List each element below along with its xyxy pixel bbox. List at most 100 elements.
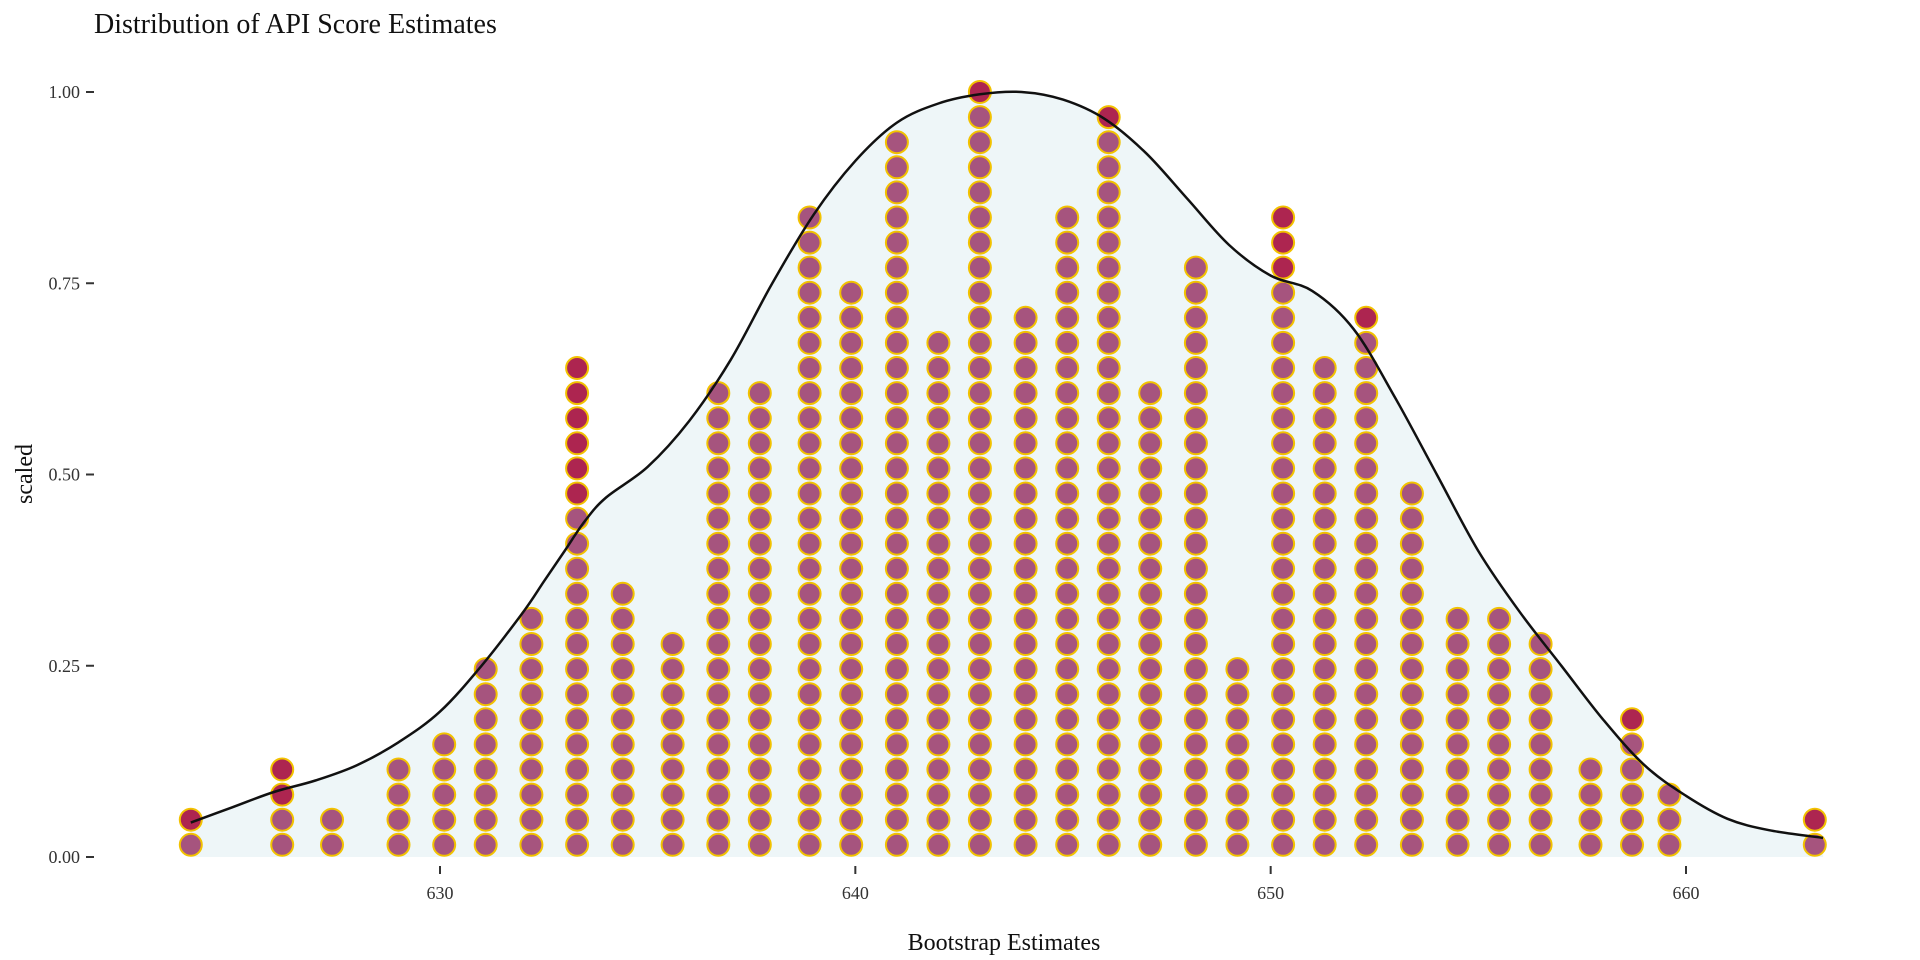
data-dot bbox=[1183, 431, 1208, 456]
data-dot bbox=[1620, 807, 1644, 832]
data-dot bbox=[967, 581, 992, 606]
data-dot bbox=[1055, 456, 1080, 481]
data-dot bbox=[1183, 506, 1208, 531]
dot-stack bbox=[1445, 606, 1470, 857]
data-dot bbox=[1096, 782, 1121, 807]
data-dot bbox=[660, 632, 685, 656]
data-dot bbox=[473, 707, 498, 732]
data-dot bbox=[884, 581, 909, 606]
data-dot bbox=[1445, 782, 1470, 807]
data-dot bbox=[1271, 381, 1296, 406]
data-dot bbox=[473, 832, 498, 857]
data-dot bbox=[747, 632, 772, 656]
dot-stack bbox=[1657, 782, 1682, 857]
data-dot bbox=[1445, 757, 1470, 782]
data-dot bbox=[1138, 431, 1163, 456]
data-dot bbox=[1312, 782, 1337, 807]
data-dot bbox=[432, 757, 457, 782]
dot-stack bbox=[1578, 757, 1603, 857]
data-dot bbox=[1354, 431, 1379, 456]
data-dot bbox=[565, 581, 590, 606]
data-dot bbox=[1225, 682, 1250, 707]
data-dot bbox=[1183, 255, 1208, 280]
data-dot bbox=[565, 632, 590, 656]
data-dot bbox=[610, 757, 635, 782]
data-dot bbox=[1271, 782, 1296, 807]
data-dot bbox=[926, 356, 951, 380]
dot-stack bbox=[519, 606, 544, 857]
data-dot bbox=[797, 230, 822, 255]
data-dot bbox=[967, 632, 992, 656]
data-dot bbox=[1354, 606, 1379, 631]
data-dot bbox=[1055, 682, 1080, 707]
data-dot bbox=[1802, 807, 1827, 832]
data-dot bbox=[1138, 531, 1163, 556]
data-dot bbox=[706, 807, 731, 832]
data-dot bbox=[1802, 832, 1827, 857]
data-dot bbox=[1528, 782, 1553, 807]
data-dot bbox=[565, 456, 590, 481]
data-dot bbox=[1399, 506, 1424, 531]
data-dot bbox=[884, 230, 909, 255]
data-dot bbox=[884, 807, 909, 832]
data-dot bbox=[565, 556, 590, 581]
data-dot bbox=[967, 682, 992, 707]
data-dot bbox=[839, 757, 864, 782]
data-dot bbox=[1138, 757, 1163, 782]
data-dot bbox=[797, 481, 822, 506]
data-dot bbox=[1271, 305, 1296, 330]
data-dot bbox=[967, 481, 992, 506]
data-dot bbox=[660, 757, 685, 782]
data-dot bbox=[565, 807, 590, 832]
data-dot bbox=[270, 807, 295, 832]
data-dot bbox=[1620, 732, 1644, 757]
data-dot bbox=[519, 606, 544, 631]
data-dot bbox=[519, 657, 544, 682]
data-dot bbox=[1312, 481, 1337, 506]
data-dot bbox=[967, 456, 992, 481]
data-dot bbox=[1271, 330, 1296, 355]
data-dot bbox=[1271, 657, 1296, 682]
data-dot bbox=[706, 606, 731, 631]
data-dot bbox=[706, 531, 731, 556]
data-dot bbox=[1138, 581, 1163, 606]
data-dot bbox=[797, 280, 822, 305]
data-dot bbox=[1183, 707, 1208, 732]
data-dot bbox=[1354, 682, 1379, 707]
data-dot bbox=[967, 280, 992, 305]
data-dot bbox=[1096, 581, 1121, 606]
data-dot bbox=[1183, 531, 1208, 556]
data-dot bbox=[565, 356, 590, 380]
data-dot bbox=[1013, 531, 1038, 556]
data-dot bbox=[1013, 481, 1038, 506]
data-dot bbox=[747, 682, 772, 707]
data-dot bbox=[610, 782, 635, 807]
data-dot bbox=[1271, 431, 1296, 456]
data-dot bbox=[565, 657, 590, 682]
data-dot bbox=[1354, 657, 1379, 682]
x-axis-title: Bootstrap Estimates bbox=[908, 930, 1101, 956]
data-dot bbox=[1271, 556, 1296, 581]
data-dot bbox=[839, 657, 864, 682]
data-dot bbox=[610, 657, 635, 682]
data-dot bbox=[747, 581, 772, 606]
data-dot bbox=[1312, 431, 1337, 456]
data-dot bbox=[473, 757, 498, 782]
data-dot bbox=[1620, 707, 1644, 732]
data-dot bbox=[839, 456, 864, 481]
dot-stack bbox=[1183, 255, 1208, 857]
data-dot bbox=[1055, 255, 1080, 280]
data-dot bbox=[706, 832, 731, 857]
data-dot bbox=[1312, 556, 1337, 581]
data-dot bbox=[797, 406, 822, 431]
data-dot bbox=[1096, 180, 1121, 205]
data-dot bbox=[1399, 707, 1424, 732]
data-dot bbox=[967, 155, 992, 180]
data-dot bbox=[839, 381, 864, 406]
data-dot bbox=[884, 657, 909, 682]
data-dot bbox=[884, 481, 909, 506]
data-dot bbox=[386, 807, 411, 832]
data-dot bbox=[320, 807, 344, 832]
data-dot bbox=[1013, 606, 1038, 631]
data-dot bbox=[967, 606, 992, 631]
